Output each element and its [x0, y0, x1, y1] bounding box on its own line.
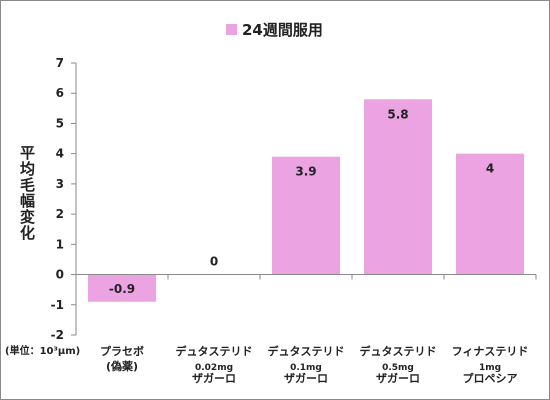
category-label: ザガーロ [284, 371, 328, 385]
y-tick-label: 7 [56, 56, 64, 70]
data-label: -0.9 [109, 282, 135, 296]
category-label: プラセボ [100, 344, 144, 358]
category-label: ザガーロ [376, 371, 420, 385]
y-tick-label: -2 [51, 328, 64, 342]
category-label: プロペシア [463, 371, 518, 385]
data-label: 3.9 [295, 165, 316, 179]
category-label: フィナステリド [452, 345, 529, 358]
bar [456, 153, 524, 275]
y-axis-title: 平均毛幅変化 [18, 145, 36, 241]
category-label: 0.02mg [195, 363, 233, 373]
y-tick-label: 3 [56, 177, 64, 191]
legend: 24週間服用 [226, 19, 323, 39]
y-tick-label: 5 [56, 116, 64, 130]
y-tick-label: 0 [56, 268, 64, 282]
category-label: デュタステリド [176, 344, 253, 358]
y-tick-label: 4 [56, 147, 64, 161]
y-tick-label: -1 [51, 298, 64, 312]
y-tick-label: 6 [56, 86, 64, 100]
bar [88, 274, 156, 302]
legend-swatch [226, 23, 237, 35]
unit-note: (単位：10³μm) [5, 346, 81, 357]
category-label: ザガーロ [192, 371, 236, 385]
y-tick-label: 1 [56, 237, 64, 251]
category-label: デュタステリド [268, 344, 345, 358]
data-label: 0 [210, 255, 218, 269]
bar [272, 156, 340, 275]
data-label: 4 [486, 162, 494, 176]
category-label: 0.5mg [382, 363, 414, 373]
bar [364, 99, 432, 275]
category-label: (偽薬) [106, 359, 138, 373]
y-tick-label: 2 [56, 207, 64, 221]
legend-label: 24週間服用 [242, 20, 323, 39]
category-label: 1mg [479, 363, 501, 373]
category-label: 0.1mg [290, 363, 322, 373]
data-label: 5.8 [387, 107, 408, 121]
category-label: デュタステリド [360, 344, 437, 358]
